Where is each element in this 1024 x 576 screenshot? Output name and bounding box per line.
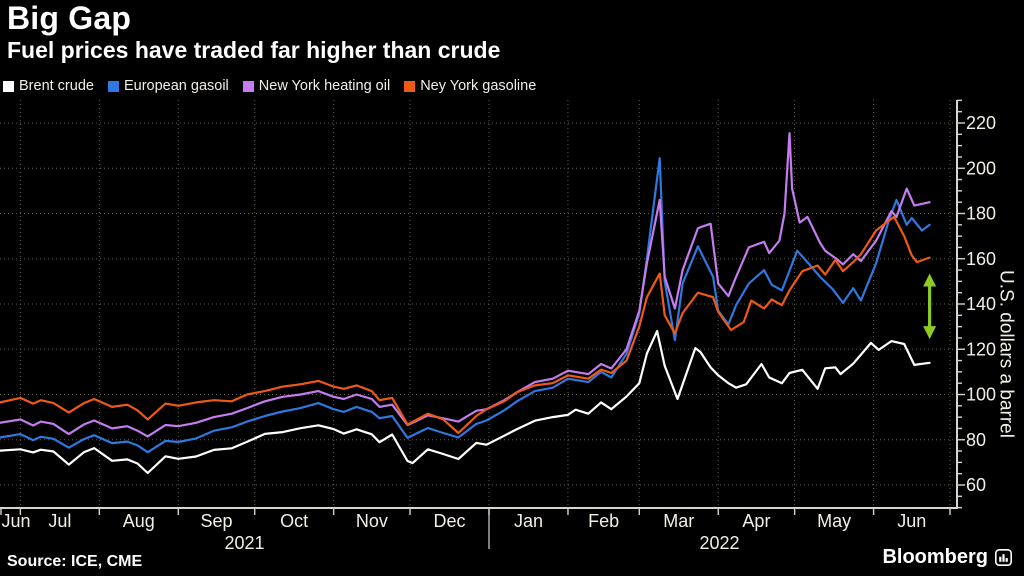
legend-item-european-gasoil: European gasoil — [107, 78, 229, 94]
price-gap-arrow-head-bottom — [923, 326, 937, 340]
y-tick-label: 120 — [966, 339, 996, 359]
y-tick-label: 140 — [966, 294, 996, 314]
legend: Brent crude European gasoil New York hea… — [3, 78, 536, 94]
x-tick-label-month: Jan — [514, 511, 543, 531]
y-tick-label: 220 — [966, 113, 996, 133]
x-tick-label-month: Jul — [48, 511, 71, 531]
series-line-european-gasoil — [0, 157, 931, 454]
x-tick-label-month: Sep — [200, 511, 232, 531]
x-tick-label-month: May — [817, 511, 851, 531]
x-tick-label-month: Feb — [588, 511, 619, 531]
y-tick-label: 180 — [966, 204, 996, 224]
y-tick-label: 80 — [966, 430, 986, 450]
bloomberg-logo: Bloomberg — [882, 546, 1012, 569]
legend-label: European gasoil — [123, 78, 229, 94]
y-tick-label: 160 — [966, 249, 996, 269]
legend-swatch-new-york-heating-oil — [242, 80, 254, 92]
legend-item-new-york-heating-oil: New York heating oil — [242, 78, 391, 94]
x-tick-label-month: Jun — [1, 511, 30, 531]
bloomberg-wordmark: Bloomberg — [882, 546, 988, 568]
legend-item-ney-york-gasoline: Ney York gasoline — [404, 78, 536, 94]
x-tick-label-month: Apr — [742, 511, 770, 531]
chart-subtitle: Fuel prices have traded far higher than … — [7, 37, 501, 63]
legend-label: Brent crude — [19, 78, 94, 94]
legend-label: New York heating oil — [258, 78, 391, 94]
x-tick-label-year: 2021 — [224, 533, 264, 553]
legend-label: Ney York gasoline — [420, 78, 537, 94]
x-tick-label-month: Mar — [663, 511, 694, 531]
x-tick-label-month: Nov — [356, 511, 388, 531]
legend-swatch-brent-crude — [3, 80, 14, 92]
x-tick-label-year: 2022 — [699, 533, 739, 553]
source-note: Source: ICE, CME — [7, 553, 143, 570]
series-line-brent-crude — [0, 330, 931, 475]
legend-item-brent-crude: Brent crude — [3, 78, 94, 94]
x-tick-label-month: Dec — [434, 511, 466, 531]
y-axis-title: U.S. dollars a barrel — [996, 270, 1017, 438]
series-line-new-york-heating-oil — [0, 132, 931, 438]
chart-title: Big Gap — [7, 0, 132, 36]
price-gap-arrow-head-top — [923, 273, 937, 287]
x-tick-label-month: Jun — [897, 511, 926, 531]
x-tick-label-month: Aug — [123, 511, 155, 531]
legend-swatch-ney-york-gasoline — [404, 80, 416, 92]
series-line-ney-york-gasoline — [0, 215, 931, 435]
bloomberg-logo-icon — [995, 549, 1012, 566]
x-tick-label-month: Oct — [280, 511, 308, 531]
legend-swatch-european-gasoil — [107, 80, 119, 92]
y-tick-label: 100 — [966, 385, 996, 405]
y-tick-label: 60 — [966, 475, 986, 495]
y-tick-label: 200 — [966, 158, 996, 178]
